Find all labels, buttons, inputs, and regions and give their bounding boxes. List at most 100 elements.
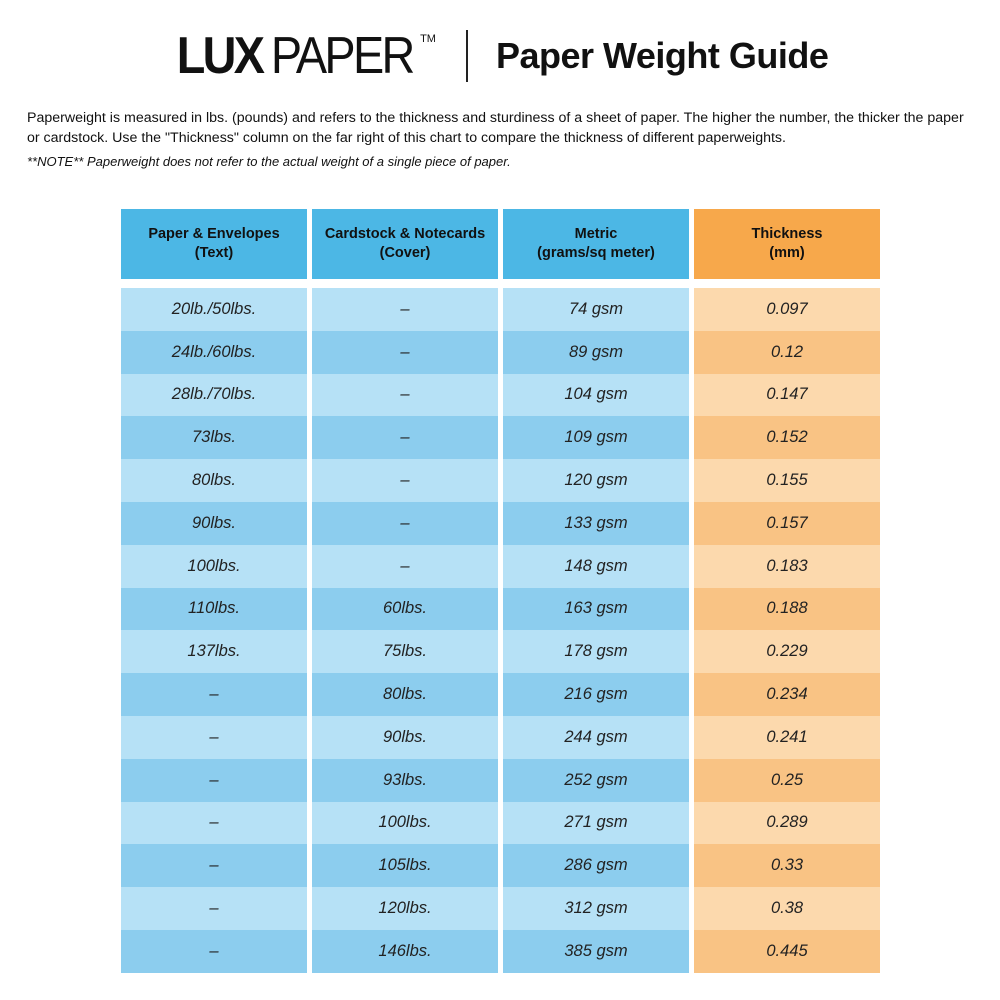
table-row: –80lbs. 216 gsm 0.234 [121, 673, 880, 716]
cell-paper-envelopes: – [121, 929, 307, 973]
column-header-line1: Cardstock & Notecards [324, 226, 486, 242]
cell-cardstock-notecards: 146lbs. [312, 929, 498, 973]
cell-thickness: 0.33 [694, 844, 880, 888]
cell-thickness: 0.25 [694, 758, 880, 802]
cell-cardstock-notecards: 75lbs. [312, 630, 498, 674]
cell-thickness: 0.157 [694, 501, 880, 545]
page-header: LUX PAPER TM Paper Weight Guide [0, 26, 1000, 86]
column-header-line2: (mm) [769, 245, 805, 261]
cell-metric: 216 gsm [503, 673, 689, 716]
cell-metric: 385 gsm [503, 929, 689, 973]
table-row: 73lbs. –109 gsm 0.152 [121, 416, 880, 460]
cell-cardstock-notecards: 100lbs. [312, 801, 498, 845]
table-row: –90lbs. 244 gsm 0.241 [121, 715, 880, 759]
table-row: 24lb./60lbs. –89 gsm 0.12 [121, 330, 880, 374]
logo-paper: PAPER [270, 27, 415, 85]
header-divider [465, 30, 468, 82]
cell-metric: 133 gsm [503, 501, 689, 545]
column-header-line2: (Cover) [379, 245, 431, 261]
table-body: 20lb./50lbs. –74 gsm 0.097 24lb./60lbs. –89 … [121, 288, 880, 973]
cell-paper-envelopes: 110lbs. [121, 587, 307, 631]
cell-metric: 244 gsm [503, 715, 689, 759]
cell-paper-envelopes: 24lb./60lbs. [121, 330, 307, 374]
cell-metric: 89 gsm [503, 330, 689, 374]
cell-thickness: 0.147 [694, 373, 880, 417]
cell-thickness: 0.445 [694, 929, 880, 973]
cell-thickness: 0.152 [694, 416, 880, 460]
cell-paper-envelopes: – [121, 844, 307, 888]
cell-cardstock-notecards: – [312, 330, 498, 374]
cell-metric: 104 gsm [503, 373, 689, 417]
cell-thickness: 0.097 [694, 288, 880, 331]
table-row: 28lb./70lbs. –104 gsm 0.147 [121, 373, 880, 417]
cell-thickness: 0.289 [694, 801, 880, 845]
table-row: 110lbs. 60lbs. 163 gsm 0.188 [121, 587, 880, 631]
column-header-line2: (grams/sq meter) [537, 245, 655, 261]
column-header-line1: Metric [574, 226, 618, 242]
cell-cardstock-notecards: 105lbs. [312, 844, 498, 888]
cell-paper-envelopes: 28lb./70lbs. [121, 373, 307, 417]
cell-cardstock-notecards: – [312, 373, 498, 417]
cell-thickness: 0.155 [694, 459, 880, 502]
cell-metric: 163 gsm [503, 587, 689, 631]
column-header-line2: (Text) [194, 245, 234, 261]
table-row: –100lbs. 271 gsm 0.289 [121, 801, 880, 845]
cell-metric: 312 gsm [503, 887, 689, 930]
table-row: –146lbs. 385 gsm 0.445 [121, 929, 880, 973]
column-header-thickness: Thickness (mm) [694, 209, 880, 279]
cell-paper-envelopes: 73lbs. [121, 416, 307, 460]
table-row: 80lbs. –120 gsm 0.155 [121, 459, 880, 502]
cell-paper-envelopes: – [121, 887, 307, 930]
cell-cardstock-notecards: – [312, 288, 498, 331]
column-header-metric: Metric (grams/sq meter) [503, 209, 689, 279]
cell-cardstock-notecards: – [312, 501, 498, 545]
cell-paper-envelopes: 137lbs. [121, 630, 307, 674]
cell-thickness: 0.234 [694, 673, 880, 716]
cell-cardstock-notecards: – [312, 544, 498, 588]
cell-cardstock-notecards: 90lbs. [312, 715, 498, 759]
logo-tm: TM [420, 33, 436, 45]
paper-weight-table: Paper & Envelopes (Text) Cardstock & Notec… [121, 209, 880, 973]
cell-metric: 148 gsm [503, 544, 689, 588]
table-row: 90lbs. –133 gsm 0.157 [121, 501, 880, 545]
cell-metric: 178 gsm [503, 630, 689, 674]
column-header-line1: Paper & Envelopes [148, 226, 280, 242]
cell-metric: 74 gsm [503, 288, 689, 331]
cell-paper-envelopes: – [121, 673, 307, 716]
column-header-line1: Thickness [751, 226, 823, 242]
cell-cardstock-notecards: – [312, 459, 498, 502]
cell-thickness: 0.229 [694, 630, 880, 674]
cell-cardstock-notecards: 93lbs. [312, 758, 498, 802]
table-row: –105lbs. 286 gsm 0.33 [121, 844, 880, 888]
cell-paper-envelopes: – [121, 758, 307, 802]
cell-paper-envelopes: – [121, 801, 307, 845]
cell-paper-envelopes: 20lb./50lbs. [121, 288, 307, 331]
cell-paper-envelopes: – [121, 715, 307, 759]
table-row: 137lbs. 75lbs. 178 gsm 0.229 [121, 630, 880, 674]
cell-cardstock-notecards: 120lbs. [312, 887, 498, 930]
cell-metric: 271 gsm [503, 801, 689, 845]
cell-thickness: 0.12 [694, 330, 880, 374]
cell-thickness: 0.241 [694, 715, 880, 759]
luxpaper-logo: LUX PAPER TM [172, 30, 436, 82]
cell-paper-envelopes: 100lbs. [121, 544, 307, 588]
cell-cardstock-notecards: 60lbs. [312, 587, 498, 631]
cell-paper-envelopes: 90lbs. [121, 501, 307, 545]
cell-metric: 109 gsm [503, 416, 689, 460]
cell-cardstock-notecards: – [312, 416, 498, 460]
table-row: –93lbs. 252 gsm 0.25 [121, 758, 880, 802]
cell-metric: 120 gsm [503, 459, 689, 502]
note-text: **NOTE** Paperweight does not refer to t… [27, 154, 511, 169]
cell-thickness: 0.183 [694, 544, 880, 588]
intro-text: Paperweight is measured in lbs. (pounds)… [27, 110, 964, 146]
table-row: 20lb./50lbs. –74 gsm 0.097 [121, 288, 880, 331]
cell-metric: 252 gsm [503, 758, 689, 802]
table-row: 100lbs. –148 gsm 0.183 [121, 544, 880, 588]
table-row: –120lbs. 312 gsm 0.38 [121, 887, 880, 930]
cell-thickness: 0.38 [694, 887, 880, 930]
cell-cardstock-notecards: 80lbs. [312, 673, 498, 716]
cell-metric: 286 gsm [503, 844, 689, 888]
column-header-paper-envelopes: Paper & Envelopes (Text) [121, 209, 307, 279]
logo-lux: LUX [176, 27, 264, 85]
cell-paper-envelopes: 80lbs. [121, 459, 307, 502]
